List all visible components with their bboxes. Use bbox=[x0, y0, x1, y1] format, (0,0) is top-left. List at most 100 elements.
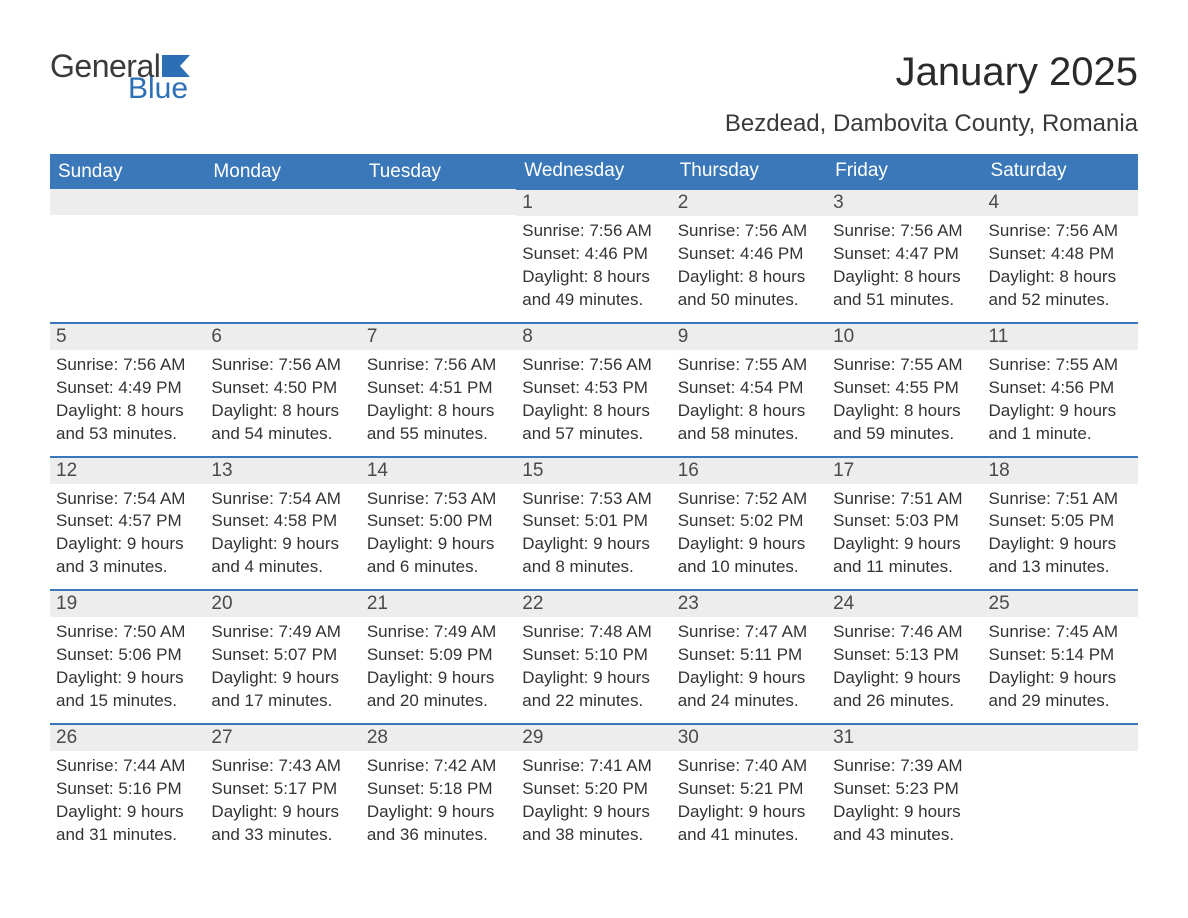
daylight-text-2: and 29 minutes. bbox=[989, 690, 1132, 713]
calendar-table: Sunday Monday Tuesday Wednesday Thursday… bbox=[50, 154, 1138, 857]
calendar-day-cell bbox=[205, 189, 360, 323]
sunrise-text: Sunrise: 7:45 AM bbox=[989, 621, 1132, 644]
sunset-text: Sunset: 4:51 PM bbox=[367, 377, 510, 400]
day-data: Sunrise: 7:44 AMSunset: 5:16 PMDaylight:… bbox=[50, 751, 205, 857]
calendar-day-cell: 9Sunrise: 7:55 AMSunset: 4:54 PMDaylight… bbox=[672, 323, 827, 457]
daylight-text-2: and 59 minutes. bbox=[833, 423, 976, 446]
day-data: Sunrise: 7:40 AMSunset: 5:21 PMDaylight:… bbox=[672, 751, 827, 857]
day-number bbox=[50, 189, 205, 215]
sunrise-text: Sunrise: 7:55 AM bbox=[989, 354, 1132, 377]
sunset-text: Sunset: 4:48 PM bbox=[989, 243, 1132, 266]
daylight-text-2: and 31 minutes. bbox=[56, 824, 199, 847]
calendar-day-cell: 11Sunrise: 7:55 AMSunset: 4:56 PMDayligh… bbox=[983, 323, 1138, 457]
calendar-day-cell: 29Sunrise: 7:41 AMSunset: 5:20 PMDayligh… bbox=[516, 724, 671, 857]
sunset-text: Sunset: 5:02 PM bbox=[678, 510, 821, 533]
daylight-text-2: and 6 minutes. bbox=[367, 556, 510, 579]
sunrise-text: Sunrise: 7:48 AM bbox=[522, 621, 665, 644]
daylight-text-2: and 1 minute. bbox=[989, 423, 1132, 446]
daylight-text-2: and 53 minutes. bbox=[56, 423, 199, 446]
calendar-day-cell: 12Sunrise: 7:54 AMSunset: 4:57 PMDayligh… bbox=[50, 457, 205, 591]
day-header: Tuesday bbox=[361, 154, 516, 189]
sunset-text: Sunset: 5:14 PM bbox=[989, 644, 1132, 667]
daylight-text-2: and 4 minutes. bbox=[211, 556, 354, 579]
daylight-text-1: Daylight: 8 hours bbox=[833, 266, 976, 289]
calendar-day-cell: 10Sunrise: 7:55 AMSunset: 4:55 PMDayligh… bbox=[827, 323, 982, 457]
day-data: Sunrise: 7:51 AMSunset: 5:05 PMDaylight:… bbox=[983, 484, 1138, 590]
calendar-header-row: Sunday Monday Tuesday Wednesday Thursday… bbox=[50, 154, 1138, 189]
day-data: Sunrise: 7:56 AMSunset: 4:47 PMDaylight:… bbox=[827, 216, 982, 322]
daylight-text-2: and 50 minutes. bbox=[678, 289, 821, 312]
sunset-text: Sunset: 5:23 PM bbox=[833, 778, 976, 801]
day-header: Saturday bbox=[983, 154, 1138, 189]
sunset-text: Sunset: 5:07 PM bbox=[211, 644, 354, 667]
calendar-day-cell: 21Sunrise: 7:49 AMSunset: 5:09 PMDayligh… bbox=[361, 590, 516, 724]
calendar-day-cell: 20Sunrise: 7:49 AMSunset: 5:07 PMDayligh… bbox=[205, 590, 360, 724]
day-header: Wednesday bbox=[516, 154, 671, 189]
calendar-day-cell: 19Sunrise: 7:50 AMSunset: 5:06 PMDayligh… bbox=[50, 590, 205, 724]
daylight-text-2: and 22 minutes. bbox=[522, 690, 665, 713]
sunset-text: Sunset: 5:18 PM bbox=[367, 778, 510, 801]
calendar-week-row: 12Sunrise: 7:54 AMSunset: 4:57 PMDayligh… bbox=[50, 457, 1138, 591]
calendar-day-cell: 22Sunrise: 7:48 AMSunset: 5:10 PMDayligh… bbox=[516, 590, 671, 724]
daylight-text-1: Daylight: 8 hours bbox=[678, 400, 821, 423]
day-number: 20 bbox=[205, 591, 360, 617]
sunrise-text: Sunrise: 7:42 AM bbox=[367, 755, 510, 778]
day-number: 19 bbox=[50, 591, 205, 617]
day-data: Sunrise: 7:56 AMSunset: 4:46 PMDaylight:… bbox=[516, 216, 671, 322]
daylight-text-2: and 24 minutes. bbox=[678, 690, 821, 713]
day-data: Sunrise: 7:56 AMSunset: 4:50 PMDaylight:… bbox=[205, 350, 360, 456]
sunrise-text: Sunrise: 7:51 AM bbox=[989, 488, 1132, 511]
calendar-day-cell: 5Sunrise: 7:56 AMSunset: 4:49 PMDaylight… bbox=[50, 323, 205, 457]
day-data: Sunrise: 7:46 AMSunset: 5:13 PMDaylight:… bbox=[827, 617, 982, 723]
day-data: Sunrise: 7:55 AMSunset: 4:56 PMDaylight:… bbox=[983, 350, 1138, 456]
page-title: January 2025 bbox=[896, 50, 1138, 95]
calendar-day-cell: 23Sunrise: 7:47 AMSunset: 5:11 PMDayligh… bbox=[672, 590, 827, 724]
sunrise-text: Sunrise: 7:56 AM bbox=[211, 354, 354, 377]
calendar-day-cell: 4Sunrise: 7:56 AMSunset: 4:48 PMDaylight… bbox=[983, 189, 1138, 323]
daylight-text-2: and 54 minutes. bbox=[211, 423, 354, 446]
day-data: Sunrise: 7:56 AMSunset: 4:48 PMDaylight:… bbox=[983, 216, 1138, 322]
sunset-text: Sunset: 5:01 PM bbox=[522, 510, 665, 533]
day-number bbox=[205, 189, 360, 215]
calendar-day-cell: 7Sunrise: 7:56 AMSunset: 4:51 PMDaylight… bbox=[361, 323, 516, 457]
day-data: Sunrise: 7:41 AMSunset: 5:20 PMDaylight:… bbox=[516, 751, 671, 857]
day-data: Sunrise: 7:47 AMSunset: 5:11 PMDaylight:… bbox=[672, 617, 827, 723]
calendar-day-cell: 3Sunrise: 7:56 AMSunset: 4:47 PMDaylight… bbox=[827, 189, 982, 323]
sunrise-text: Sunrise: 7:44 AM bbox=[56, 755, 199, 778]
calendar-day-cell: 31Sunrise: 7:39 AMSunset: 5:23 PMDayligh… bbox=[827, 724, 982, 857]
daylight-text-1: Daylight: 9 hours bbox=[522, 667, 665, 690]
sunrise-text: Sunrise: 7:39 AM bbox=[833, 755, 976, 778]
day-number: 9 bbox=[672, 324, 827, 350]
daylight-text-1: Daylight: 9 hours bbox=[367, 533, 510, 556]
day-number: 18 bbox=[983, 458, 1138, 484]
day-number: 7 bbox=[361, 324, 516, 350]
calendar-day-cell: 30Sunrise: 7:40 AMSunset: 5:21 PMDayligh… bbox=[672, 724, 827, 857]
daylight-text-2: and 15 minutes. bbox=[56, 690, 199, 713]
sunset-text: Sunset: 5:20 PM bbox=[522, 778, 665, 801]
daylight-text-2: and 43 minutes. bbox=[833, 824, 976, 847]
sunrise-text: Sunrise: 7:56 AM bbox=[833, 220, 976, 243]
day-data: Sunrise: 7:55 AMSunset: 4:55 PMDaylight:… bbox=[827, 350, 982, 456]
daylight-text-1: Daylight: 8 hours bbox=[989, 266, 1132, 289]
sunrise-text: Sunrise: 7:49 AM bbox=[211, 621, 354, 644]
day-number: 10 bbox=[827, 324, 982, 350]
daylight-text-2: and 3 minutes. bbox=[56, 556, 199, 579]
day-number: 16 bbox=[672, 458, 827, 484]
header-row: General Blue January 2025 bbox=[50, 50, 1138, 104]
sunrise-text: Sunrise: 7:47 AM bbox=[678, 621, 821, 644]
day-data: Sunrise: 7:56 AMSunset: 4:49 PMDaylight:… bbox=[50, 350, 205, 456]
sunset-text: Sunset: 5:11 PM bbox=[678, 644, 821, 667]
day-data: Sunrise: 7:54 AMSunset: 4:57 PMDaylight:… bbox=[50, 484, 205, 590]
day-data: Sunrise: 7:53 AMSunset: 5:00 PMDaylight:… bbox=[361, 484, 516, 590]
daylight-text-2: and 33 minutes. bbox=[211, 824, 354, 847]
sunset-text: Sunset: 5:03 PM bbox=[833, 510, 976, 533]
daylight-text-1: Daylight: 9 hours bbox=[56, 533, 199, 556]
sunrise-text: Sunrise: 7:56 AM bbox=[989, 220, 1132, 243]
day-number: 14 bbox=[361, 458, 516, 484]
calendar-day-cell: 28Sunrise: 7:42 AMSunset: 5:18 PMDayligh… bbox=[361, 724, 516, 857]
daylight-text-1: Daylight: 9 hours bbox=[833, 533, 976, 556]
calendar-day-cell: 6Sunrise: 7:56 AMSunset: 4:50 PMDaylight… bbox=[205, 323, 360, 457]
daylight-text-1: Daylight: 9 hours bbox=[367, 667, 510, 690]
daylight-text-1: Daylight: 9 hours bbox=[211, 533, 354, 556]
calendar-body: 1Sunrise: 7:56 AMSunset: 4:46 PMDaylight… bbox=[50, 189, 1138, 857]
